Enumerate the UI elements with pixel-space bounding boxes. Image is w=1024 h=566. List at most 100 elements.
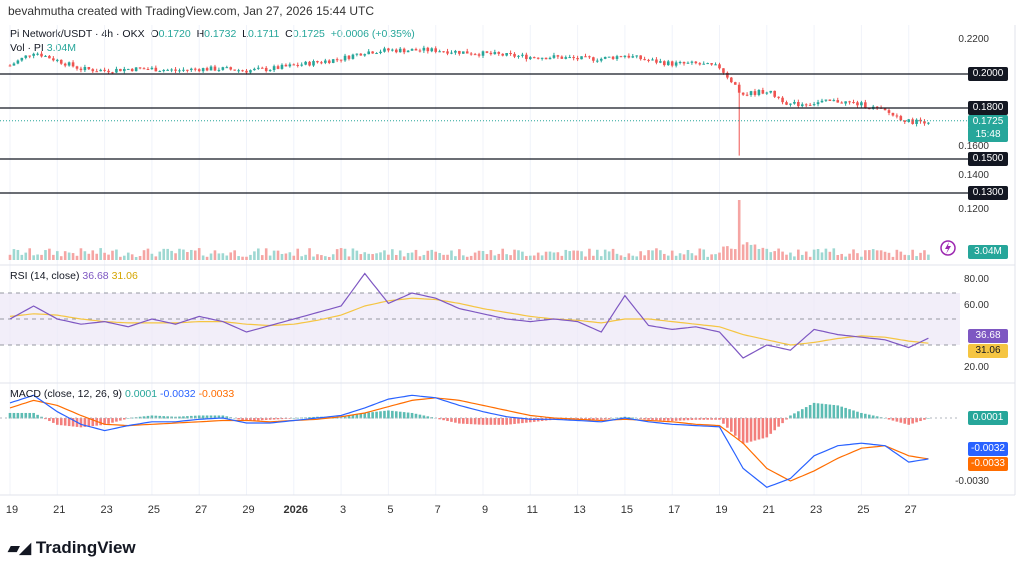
macd-histogram-bar xyxy=(217,415,221,419)
candle-body xyxy=(615,56,619,59)
macd-histogram-bar xyxy=(347,415,351,419)
volume-value: 3.04M xyxy=(46,42,76,54)
macd-histogram-bar xyxy=(371,412,374,419)
volume-bar xyxy=(111,250,114,260)
candle-body xyxy=(284,64,288,67)
tradingview-logo: ▰◢ TradingView xyxy=(8,538,136,558)
candle-body xyxy=(623,55,627,57)
candle-body xyxy=(32,53,35,56)
macd-histogram-bar xyxy=(264,418,268,420)
candle-body xyxy=(268,70,272,72)
macd-histogram-bar xyxy=(402,412,406,419)
macd-histogram-bar xyxy=(655,418,658,421)
time-axis-label: 3 xyxy=(340,504,347,516)
candle-body xyxy=(276,66,280,69)
macd-histogram-bar xyxy=(91,418,95,427)
volume-bar xyxy=(781,251,784,260)
macd-histogram-bar xyxy=(765,418,769,438)
volume-bar xyxy=(308,248,311,260)
macd-histogram-bar xyxy=(422,415,426,419)
volume-bar xyxy=(804,251,808,260)
candle-body xyxy=(48,55,51,59)
volume-bar xyxy=(836,255,840,260)
macd-histogram-bar xyxy=(233,418,236,419)
candle-body xyxy=(690,61,694,63)
macd-histogram-bar xyxy=(753,418,757,441)
volume-bar xyxy=(864,250,867,260)
macd-histogram-bar xyxy=(8,412,12,419)
macd-histogram-bar xyxy=(501,418,505,425)
volume-bar xyxy=(414,249,418,260)
candle-body xyxy=(887,110,891,113)
rsi-legend: RSI (14, close) 36.68 31.06 xyxy=(10,270,138,282)
macd-histogram-bar xyxy=(773,418,776,431)
candle-body xyxy=(911,119,914,124)
volume-bar xyxy=(619,255,623,260)
volume-bar xyxy=(174,253,177,260)
candle-body xyxy=(611,56,615,59)
volume-bar xyxy=(83,251,87,260)
open-value: 0.1720 xyxy=(158,28,191,40)
candle-body xyxy=(260,67,264,69)
macd-histogram-bar xyxy=(919,418,922,422)
macd-histogram-bar xyxy=(867,414,871,419)
candle-body xyxy=(812,104,816,106)
candle-body xyxy=(737,84,741,93)
candle-body xyxy=(253,68,256,71)
volume-bar xyxy=(525,255,528,260)
volume-bar xyxy=(493,255,497,260)
symbol-title[interactable]: Pi Network/USDT · 4h · OKX xyxy=(10,28,145,40)
candle-body xyxy=(678,61,682,63)
volume-bar xyxy=(260,255,264,260)
candle-body xyxy=(568,57,572,59)
macd-histogram-bar xyxy=(103,418,106,425)
macd-histogram-bar xyxy=(887,418,891,420)
macd-histogram-bar xyxy=(741,418,745,444)
macd-legend: MACD (close, 12, 26, 9) 0.0001 -0.0032 -… xyxy=(10,388,234,400)
volume-bar xyxy=(422,254,426,260)
candle-body xyxy=(16,60,20,64)
candle-body xyxy=(804,104,808,106)
candle-body xyxy=(481,51,485,56)
candle-body xyxy=(907,119,910,122)
candle-body xyxy=(864,102,867,109)
candle-body xyxy=(150,67,154,70)
candle-body xyxy=(532,57,536,59)
macd-histogram-bar xyxy=(245,418,248,422)
candle-body xyxy=(718,64,721,69)
candle-body xyxy=(134,67,138,72)
macd-histogram-bar xyxy=(178,416,181,419)
volume-bar xyxy=(580,251,583,260)
macd-histogram-bar xyxy=(927,418,930,419)
macd-histogram-bar xyxy=(48,418,51,422)
volume-bar xyxy=(284,253,288,260)
candle-body xyxy=(915,119,918,124)
candle-body xyxy=(836,100,840,103)
volume-bar xyxy=(607,251,611,260)
macd-histogram-bar xyxy=(710,418,713,420)
volume-bar xyxy=(903,254,907,260)
volume-bar xyxy=(800,254,804,260)
candle-body xyxy=(722,68,725,73)
macd-histogram-bar xyxy=(525,418,528,423)
macd-histogram-bar xyxy=(260,418,264,421)
volume-bar xyxy=(808,256,812,260)
volume-bar xyxy=(852,249,855,260)
candle-body xyxy=(777,96,780,98)
close-label: C xyxy=(285,28,293,40)
candle-body xyxy=(769,90,773,93)
macd-histogram-bar xyxy=(193,415,197,419)
volume-bar xyxy=(477,250,481,260)
volume-bar xyxy=(509,255,512,260)
candle-body xyxy=(434,48,437,52)
volume-bar xyxy=(639,251,642,260)
macd-histogram-bar xyxy=(793,413,796,419)
candle-body xyxy=(126,68,130,70)
volume-bar xyxy=(915,256,918,260)
candle-body xyxy=(450,52,453,54)
macd-histogram-bar xyxy=(126,418,130,419)
volume-bar xyxy=(454,256,457,260)
volume-bar xyxy=(670,250,674,260)
candle-body xyxy=(257,67,260,69)
